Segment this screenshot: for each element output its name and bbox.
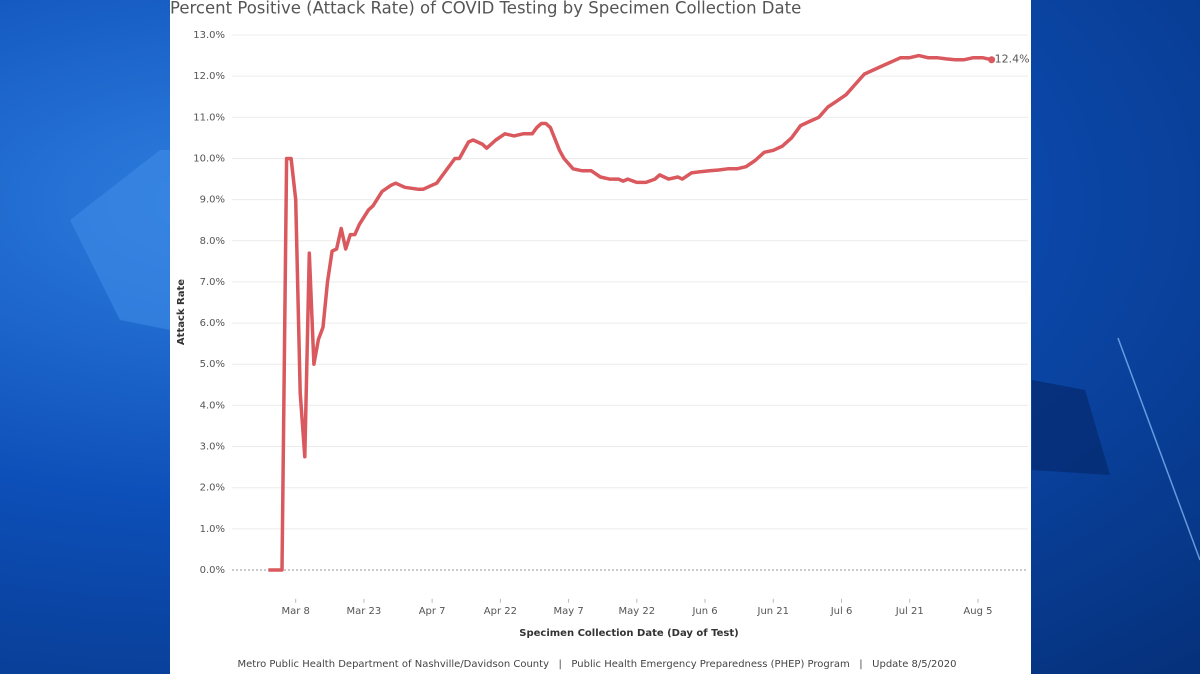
y-tick-label: 4.0% <box>200 400 225 411</box>
y-tick-label: 3.0% <box>200 442 225 453</box>
decor <box>70 150 170 330</box>
y-tick-label: 2.0% <box>200 483 225 494</box>
data-line <box>268 53 992 572</box>
chart-title: Percent Positive (Attack Rate) of COVID … <box>170 0 801 18</box>
x-tick-label: Jul 21 <box>895 606 924 617</box>
decor <box>1117 337 1200 561</box>
y-tick-label: 12.0% <box>193 71 225 82</box>
value-label: 12.4% <box>995 53 1030 66</box>
y-tick-label: 6.0% <box>200 318 225 329</box>
footer: Metro Public Health Department of Nashvi… <box>238 659 957 670</box>
end-point <box>988 56 996 64</box>
x-tick-label: Apr 7 <box>419 606 446 617</box>
y-tick-label: 7.0% <box>200 277 225 288</box>
y-tick-label: 9.0% <box>200 195 225 206</box>
x-tick-label: May 22 <box>619 606 656 617</box>
x-axis-label: Specimen Collection Date (Day of Test) <box>519 628 738 639</box>
y-tick-label: 1.0% <box>200 524 225 535</box>
y-tick-label: 13.0% <box>193 30 225 41</box>
x-tick-label: Jun 21 <box>757 606 790 617</box>
y-tick-label: 0.0% <box>200 565 225 576</box>
decor <box>1032 380 1110 475</box>
x-tick-label: Mar 8 <box>281 606 309 617</box>
x-tick-label: Mar 23 <box>347 606 382 617</box>
x-tick-label: Aug 5 <box>963 606 992 617</box>
x-tick-label: Jul 6 <box>830 606 853 617</box>
y-axis-label: Attack Rate <box>176 279 187 345</box>
y-tick-label: 11.0% <box>193 112 225 123</box>
x-tick-label: May 7 <box>553 606 583 617</box>
x-tick-label: Apr 22 <box>484 606 517 617</box>
y-tick-label: 10.0% <box>193 153 225 164</box>
x-tick-label: Jun 6 <box>691 606 717 617</box>
y-tick-label: 5.0% <box>200 359 225 370</box>
y-tick-label: 8.0% <box>200 236 225 247</box>
